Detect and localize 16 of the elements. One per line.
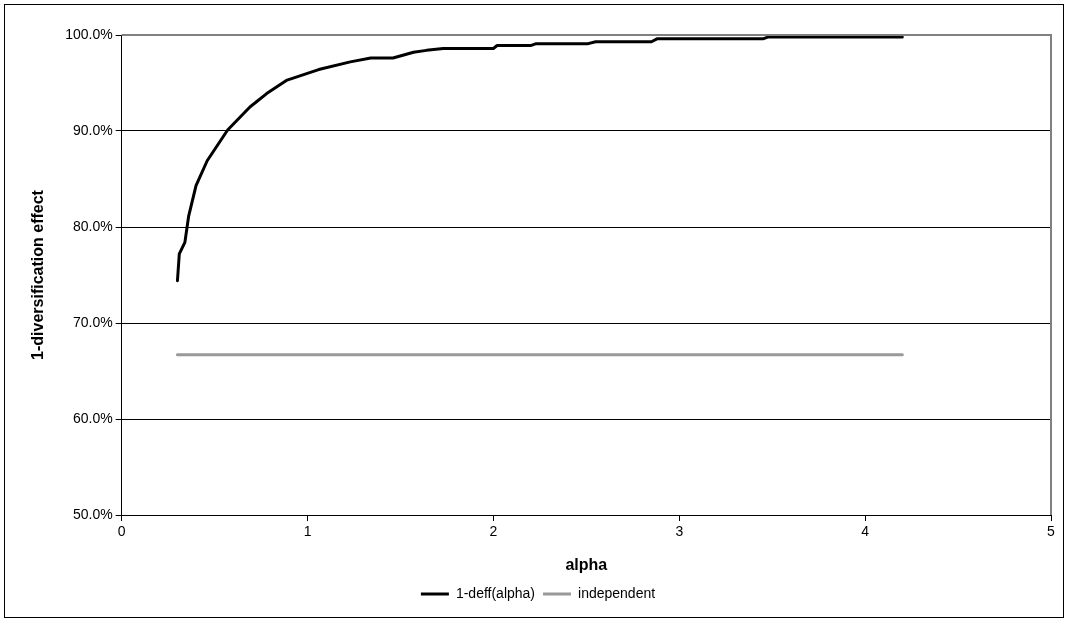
x-axis-title: alpha [565,555,608,573]
y-tick-label: 80.0% [72,217,113,234]
legend-label: independent [578,584,656,601]
y-axis-title: 1-diversification effect [29,189,47,360]
x-tick-label: 4 [861,523,870,540]
x-tick-label: 3 [675,523,684,540]
legend-label: 1-deff(alpha) [455,584,536,601]
x-tick-label: 5 [1047,523,1056,540]
x-tick-label: 1 [303,523,312,540]
x-tick-label: 0 [117,523,126,540]
y-tick-label: 90.0% [72,121,113,138]
y-tick-label: 100.0% [65,25,113,42]
y-tick-label: 70.0% [72,313,113,330]
x-tick-label: 2 [489,523,498,540]
y-tick-label: 60.0% [72,409,113,426]
y-tick-label: 50.0% [72,505,113,522]
